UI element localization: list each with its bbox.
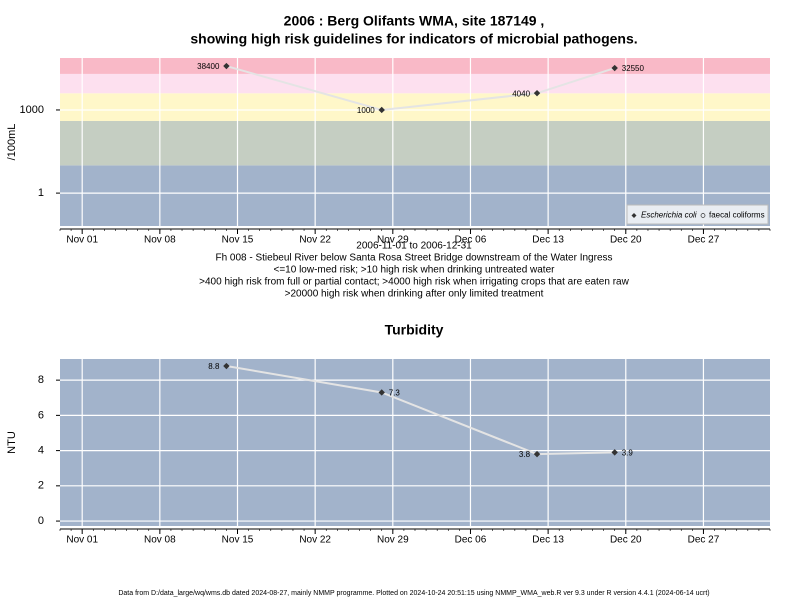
x-tick-label: Dec 06 bbox=[455, 535, 487, 546]
legend-box bbox=[626, 204, 769, 225]
chart-title: Turbidity bbox=[385, 322, 444, 338]
note: Fh 008 - Stiebeul River below Santa Rosa… bbox=[215, 253, 612, 264]
data-label: 3.9 bbox=[622, 448, 634, 457]
note: <=10 low-med risk; >10 high risk when dr… bbox=[274, 265, 556, 276]
x-tick-label: Nov 15 bbox=[222, 535, 254, 546]
x-tick-label: Dec 13 bbox=[532, 535, 564, 546]
data-point bbox=[611, 449, 618, 456]
data-label: 7.3 bbox=[389, 389, 401, 398]
data-label: 38400 bbox=[197, 62, 220, 71]
data-label: 8.8 bbox=[208, 362, 220, 371]
data-label: 4040 bbox=[512, 89, 530, 98]
note: >20000 high risk when drinking after onl… bbox=[285, 289, 544, 300]
data-point bbox=[223, 362, 230, 370]
x-tick-label: Nov 29 bbox=[377, 535, 409, 546]
y-tick-label: 4 bbox=[38, 445, 44, 457]
x-tick-label: Nov 22 bbox=[299, 235, 331, 246]
series-line bbox=[226, 365, 615, 456]
x-tick-label: Nov 01 bbox=[66, 235, 98, 246]
risk-band bbox=[60, 58, 770, 74]
y-tick-label: 8 bbox=[38, 374, 44, 386]
data-point bbox=[378, 389, 385, 396]
note: >400 high risk from full or partial cont… bbox=[199, 277, 629, 288]
x-tick-label: Dec 27 bbox=[688, 535, 720, 546]
x-tick-label: Dec 20 bbox=[610, 535, 642, 546]
chart-title: 2006 : Berg Olifants WMA, site 187149 , bbox=[284, 13, 545, 29]
legend-label: faecal coliforms bbox=[709, 211, 765, 220]
x-tick-label: Nov 15 bbox=[222, 235, 254, 246]
x-tick-label: Nov 08 bbox=[144, 235, 176, 246]
risk-band bbox=[60, 73, 770, 94]
y-tick-label: 1 bbox=[38, 187, 44, 199]
y-tick-label: 0 bbox=[38, 515, 44, 527]
chart-subtitle: showing high risk guidelines for indicat… bbox=[190, 31, 637, 47]
x-tick-label: Dec 20 bbox=[610, 235, 642, 246]
y-axis-label: NTU bbox=[6, 431, 18, 454]
x-tick-label: Dec 06 bbox=[455, 235, 487, 246]
x-tick-label: Dec 27 bbox=[688, 235, 720, 246]
y-axis-label: /100mL bbox=[6, 124, 18, 161]
data-point bbox=[378, 106, 385, 114]
legend-symbol bbox=[631, 213, 637, 218]
data-label: 3.8 bbox=[519, 450, 531, 459]
risk-band bbox=[60, 120, 770, 166]
data-label: 1000 bbox=[357, 106, 375, 115]
legend-label: Escherichia coli bbox=[641, 211, 697, 220]
data-point bbox=[223, 62, 230, 70]
x-tick-label: Dec 13 bbox=[532, 235, 564, 246]
x-tick-label: Nov 22 bbox=[299, 535, 331, 546]
x-tick-label: Nov 29 bbox=[377, 235, 409, 246]
data-label: 32550 bbox=[622, 64, 645, 73]
x-tick-label: Nov 08 bbox=[144, 535, 176, 546]
data-point bbox=[533, 89, 541, 97]
y-tick-label: 6 bbox=[38, 409, 44, 421]
data-point bbox=[533, 450, 541, 458]
plot-background bbox=[60, 359, 770, 526]
series-line bbox=[226, 65, 615, 111]
legend-symbol bbox=[700, 213, 706, 218]
y-tick-label: 1000 bbox=[20, 104, 44, 116]
footer: Data from D:/data_large/wq/wms.db dated … bbox=[118, 590, 709, 597]
x-tick-label: Nov 01 bbox=[66, 535, 98, 546]
data-point bbox=[611, 64, 618, 72]
y-tick-label: 2 bbox=[38, 480, 44, 492]
note: 2006-11-01 to 2006-12-31 bbox=[356, 241, 472, 252]
